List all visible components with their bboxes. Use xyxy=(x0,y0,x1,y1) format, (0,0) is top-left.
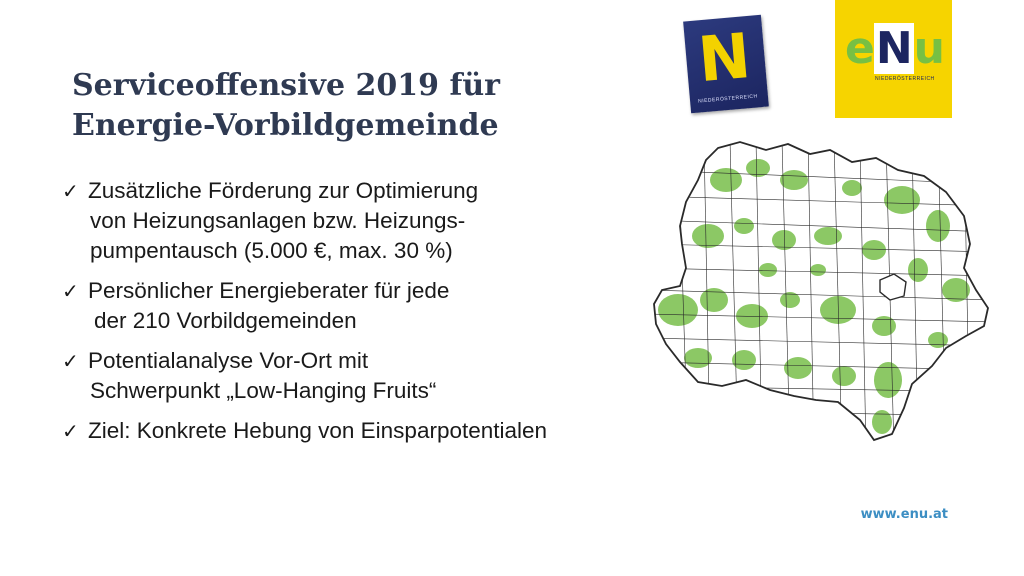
bullet-list: ✓ Zusätzliche Förderung zur Optimierung … xyxy=(62,176,762,456)
bullet-item: ✓ Zusätzliche Förderung zur Optimierung … xyxy=(62,176,762,266)
bullet-text: der 210 Vorbildgemeinden xyxy=(94,308,357,333)
checkmark-icon: ✓ xyxy=(62,419,79,443)
website-url: www.enu.at xyxy=(860,507,948,522)
slide-title: Serviceoffensive 2019 für Energie-Vorbil… xyxy=(72,66,632,146)
checkmark-icon: ✓ xyxy=(62,349,79,373)
municipality-map xyxy=(653,141,989,442)
bullet-text: Ziel: Konkrete Hebung von Einsparpotenti… xyxy=(88,418,548,443)
bullet-text: pumpentausch (5.000 €, max. 30 %) xyxy=(90,238,453,263)
bullet-text: Zusätzliche Förderung zur Optimierung xyxy=(88,178,479,203)
bullet-item: ✓ Ziel: Konkrete Hebung von Einsparpoten… xyxy=(62,416,762,446)
enu-logo-e: e xyxy=(845,23,875,74)
enu-logo: eNu NIEDERÖSTERREICH xyxy=(835,0,952,118)
enu-logo-subtext: NIEDERÖSTERREICH xyxy=(875,76,935,82)
bullet-item: ✓ Persönlicher Energieberater für jede d… xyxy=(62,276,762,336)
vorbildgemeinden-areas xyxy=(658,159,970,434)
bullet-text: Persönlicher Energieberater für jede xyxy=(88,278,450,303)
checkmark-icon: ✓ xyxy=(62,179,79,203)
title-line-1: Serviceoffensive 2019 für xyxy=(72,68,500,103)
bullet-text: Schwerpunkt „Low-Hanging Fruits“ xyxy=(90,378,437,403)
vienna-hole xyxy=(879,273,907,301)
enu-logo-u: u xyxy=(913,23,945,74)
niederoesterreich-logo: N NIEDERÖSTERREICH xyxy=(683,14,769,114)
checkmark-icon: ✓ xyxy=(62,279,79,303)
bullet-text: Potentialanalyse Vor-Ort mit xyxy=(88,348,369,373)
logo-n-letter: N xyxy=(695,18,754,97)
enu-logo-n: N xyxy=(873,23,914,74)
title-line-2: Energie-Vorbildgemeinde xyxy=(72,108,499,143)
map-regions xyxy=(654,142,988,440)
enu-logo-word: eNu xyxy=(845,23,945,74)
bullet-text: von Heizungsanlagen bzw. Heizungs- xyxy=(90,208,466,233)
state-outline xyxy=(653,141,989,442)
bullet-item: ✓ Potentialanalyse Vor-Ort mit Schwerpun… xyxy=(62,346,762,406)
